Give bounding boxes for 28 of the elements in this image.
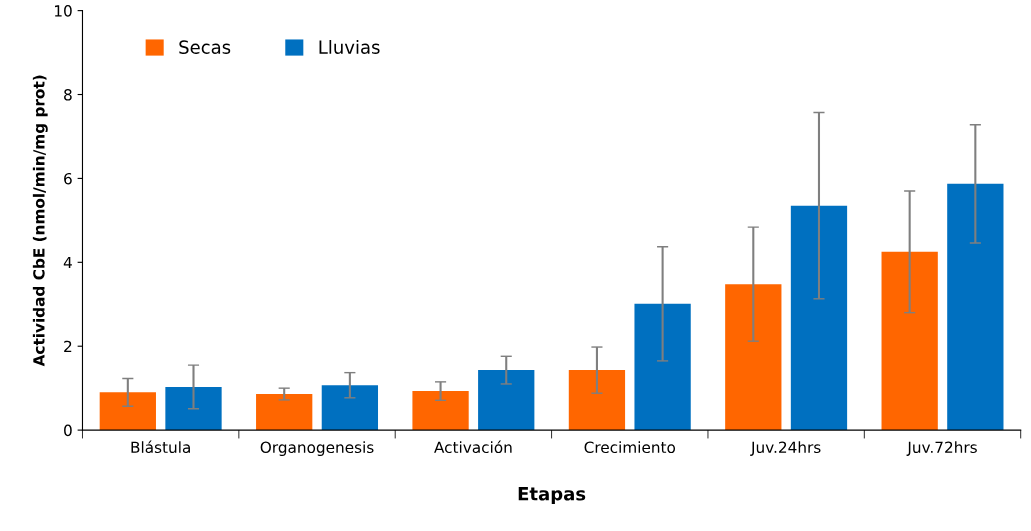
bar [256, 394, 313, 431]
x-tick-label: Blástula [131, 440, 190, 454]
y-tick-label: 0 [64, 424, 72, 437]
x-tick-label: Activación [434, 440, 512, 454]
bar [568, 370, 626, 431]
bar [321, 385, 379, 431]
bar [790, 205, 848, 431]
bar [634, 303, 691, 431]
x-tick-label: Organogenesis [260, 441, 374, 457]
bar [947, 183, 1004, 431]
bar [99, 392, 156, 431]
y-tick-label: 6 [64, 172, 72, 185]
y-tick-label: 8 [64, 88, 72, 101]
bar [725, 284, 782, 431]
x-tick-label: Juv.24hrs [750, 441, 821, 456]
x-axis-title: Etapas [518, 487, 586, 505]
x-tick-label: Juv.72hrs [906, 441, 977, 456]
y-axis-title: Actividad CbE (nmol/min/mg prot) [32, 75, 48, 367]
legend-label: Secas [179, 40, 231, 54]
y-tick-label: 10 [54, 5, 72, 17]
legend-label: Lluvias [319, 40, 380, 54]
x-tick-label: Crecimiento [584, 441, 676, 454]
bar [478, 370, 535, 431]
y-tick-label: 2 [64, 340, 72, 353]
bar [165, 386, 222, 431]
y-tick-label: 4 [63, 256, 72, 269]
bar [412, 391, 469, 431]
bar [881, 251, 938, 431]
